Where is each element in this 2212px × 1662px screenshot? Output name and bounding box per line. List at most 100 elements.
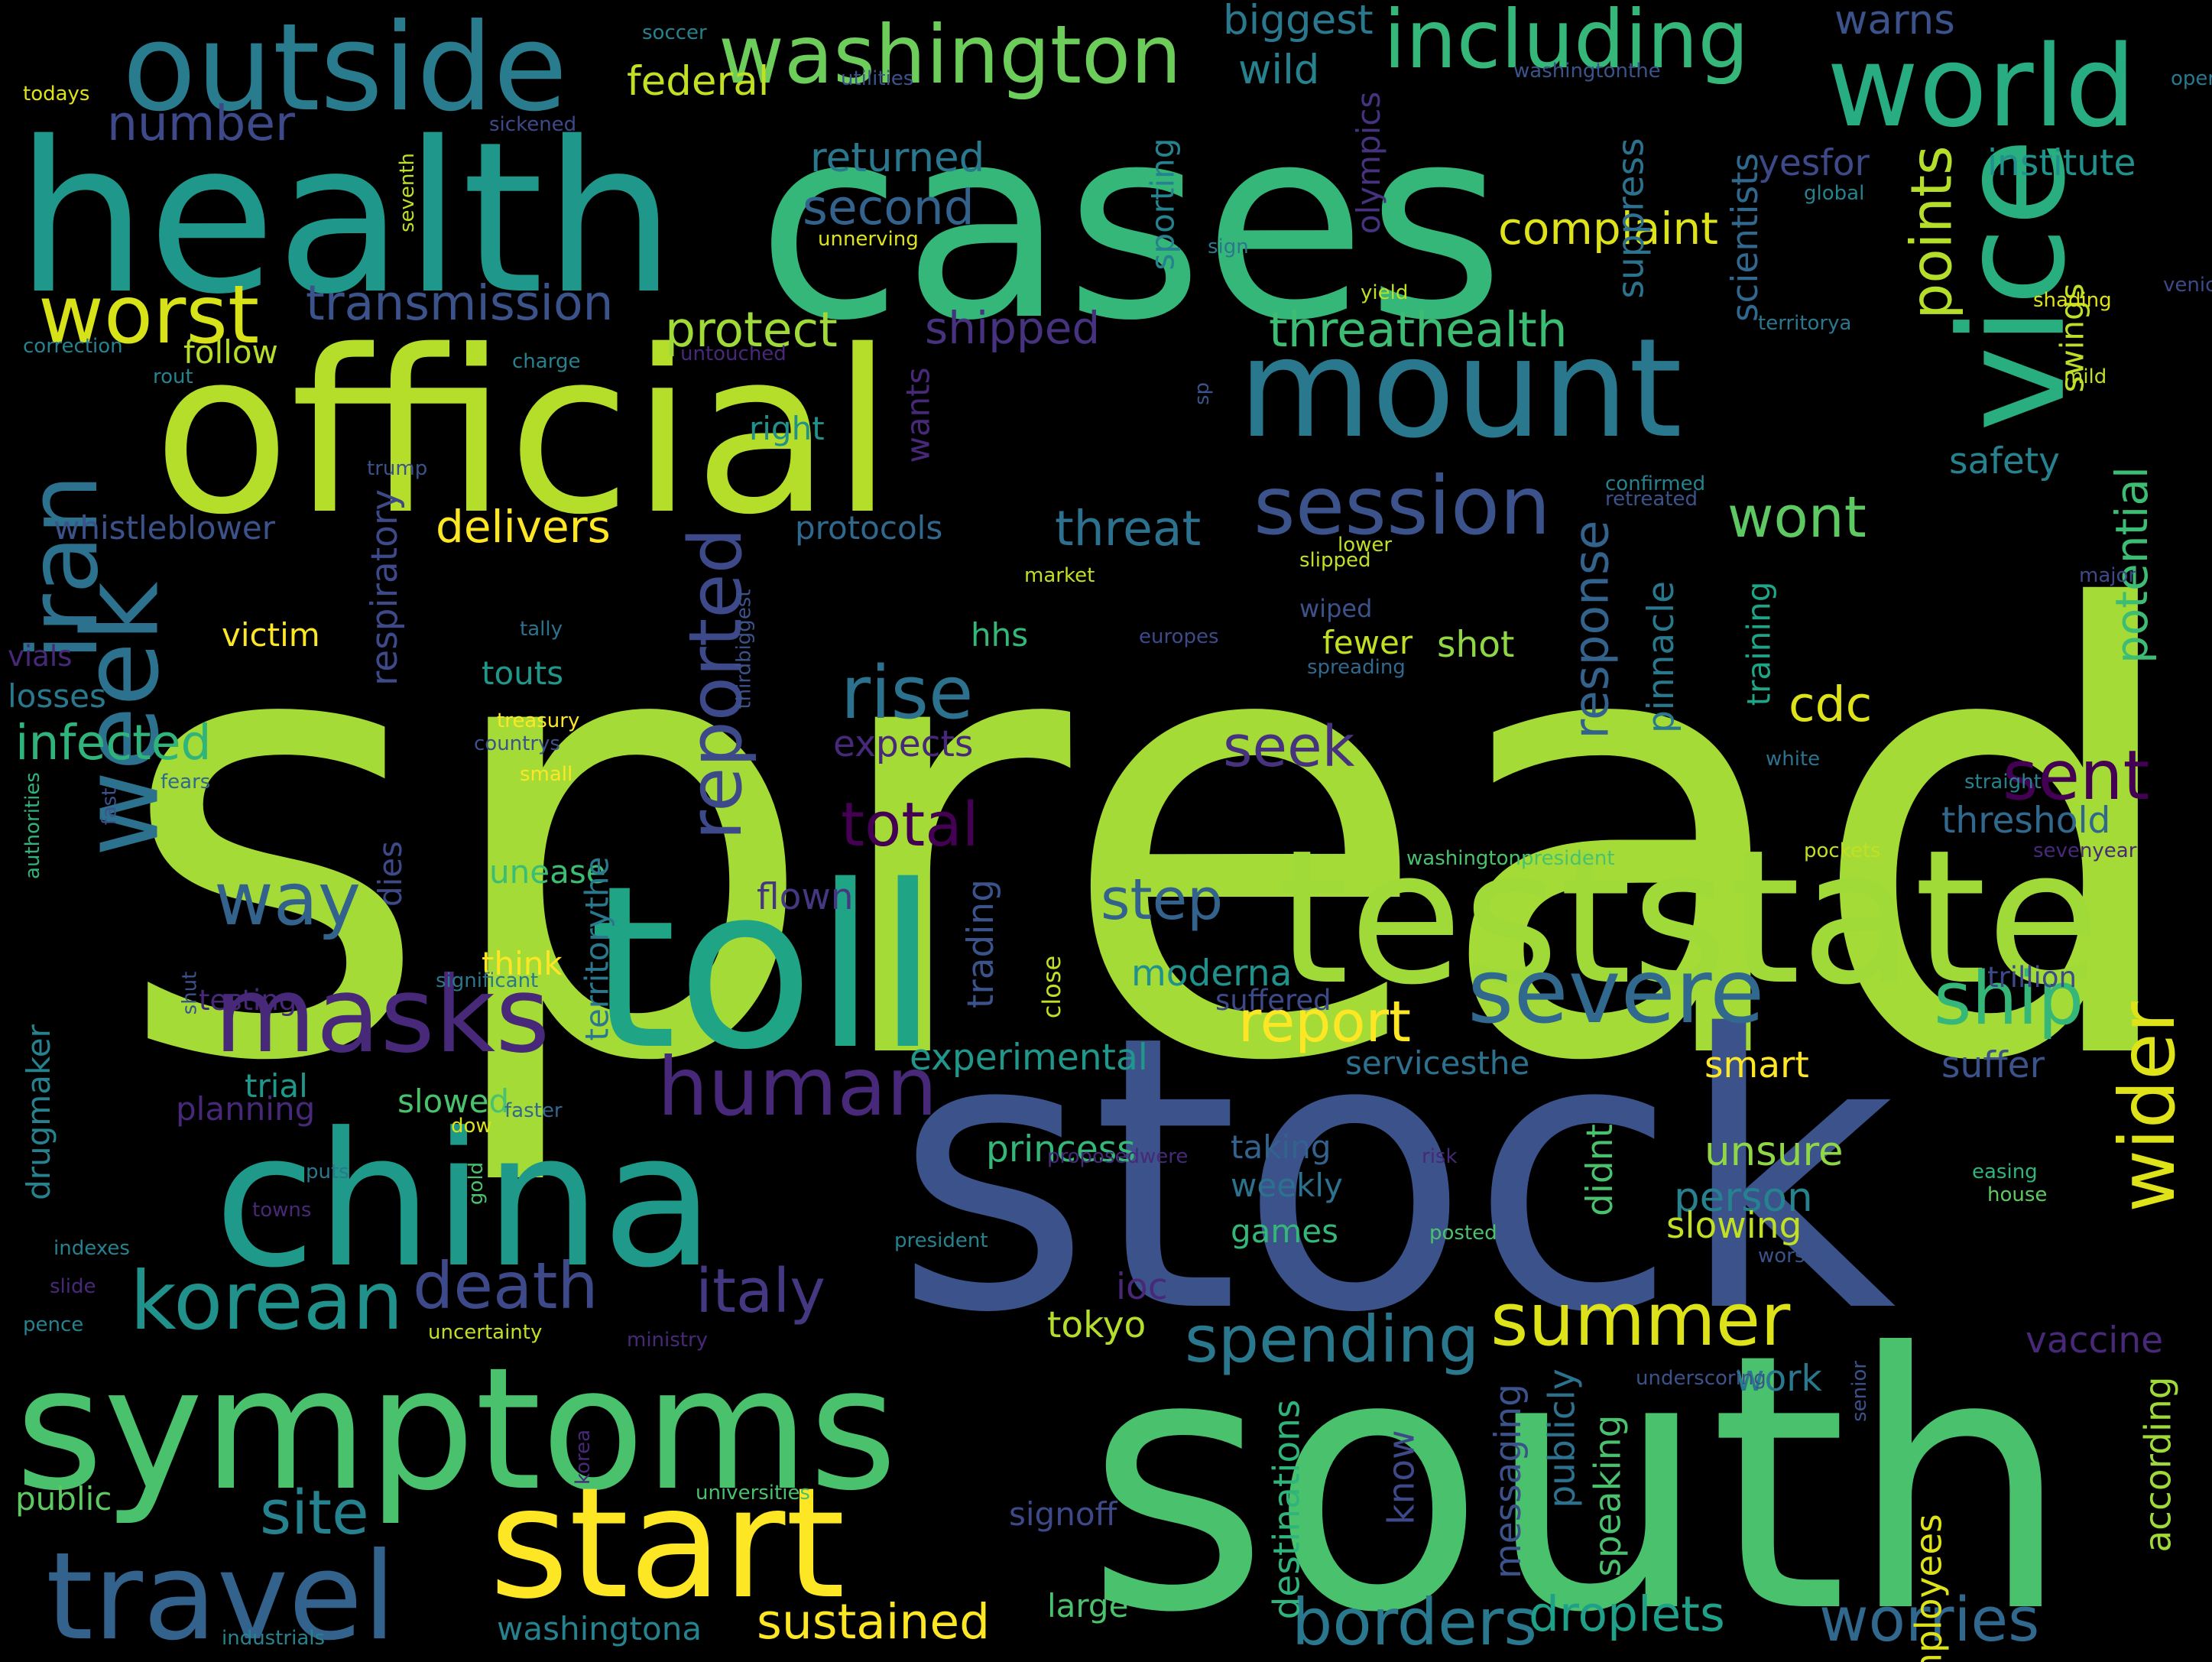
cloud-word: shipped — [925, 302, 1101, 354]
cloud-word: industrials — [222, 1627, 326, 1650]
cloud-word: step — [1101, 867, 1224, 933]
cloud-word: suffer — [1941, 1044, 2045, 1086]
cloud-word: yesfor — [1758, 142, 1870, 184]
cloud-word: wider — [2102, 1001, 2192, 1212]
cloud-word: masks — [214, 955, 550, 1076]
cloud-word: pence — [23, 1313, 84, 1336]
cloud-word: fast — [97, 787, 121, 825]
cloud-word: white — [1766, 748, 1821, 771]
cloud-word: didnt — [1578, 1124, 1621, 1216]
cloud-word: lower — [1338, 534, 1393, 557]
cloud-word: sickened — [489, 113, 577, 136]
cloud-word: transmission — [306, 275, 614, 331]
cloud-word: south — [1085, 1278, 2072, 1662]
cloud-word: retreated — [1605, 488, 1698, 511]
cloud-word: outside — [122, 0, 568, 138]
cloud-word: proposedwere — [1047, 1145, 1189, 1168]
cloud-word: testing — [199, 984, 297, 1017]
cloud-word: charge — [512, 350, 581, 373]
cloud-word: pockets — [1804, 839, 1881, 862]
cloud-word: wants — [899, 366, 937, 463]
cloud-word: venice — [2163, 274, 2212, 297]
cloud-word: italy — [696, 1256, 826, 1326]
cloud-word: summer — [1490, 1278, 1791, 1362]
cloud-word: wiped — [1299, 594, 1373, 623]
cloud-word: olympics — [1350, 91, 1388, 235]
cloud-word: large — [1047, 1587, 1129, 1625]
cloud-word: treasury — [497, 709, 580, 732]
cloud-word: cdc — [1789, 677, 1873, 732]
cloud-word: servicesthe — [1345, 1044, 1530, 1082]
cloud-word: unsure — [1704, 1128, 1844, 1175]
cloud-word: institute — [1987, 142, 2136, 184]
cloud-word: ioc — [1116, 1266, 1168, 1308]
cloud-word: response — [1563, 519, 1620, 739]
cloud-word: underscoring — [1636, 1367, 1766, 1390]
cloud-word: session — [1254, 459, 1551, 553]
cloud-word: sent — [2003, 735, 2150, 815]
cloud-word: travel — [46, 1527, 397, 1662]
cloud-word: training — [1739, 581, 1777, 706]
cloud-word: princess — [986, 1128, 1136, 1170]
cloud-word: victim — [222, 616, 320, 654]
cloud-word: unease — [489, 853, 606, 891]
cloud-word: spread — [115, 485, 2194, 1195]
cloud-word: slowing — [1666, 1205, 1802, 1247]
cloud-word: dow — [451, 1115, 492, 1138]
cloud-word: delivers — [436, 501, 611, 553]
cloud-word: china — [214, 1093, 715, 1309]
cloud-word: sustained — [757, 1594, 991, 1650]
cloud-word: spreading — [1307, 656, 1406, 679]
cloud-word: slide — [50, 1275, 96, 1298]
cloud-word: moderna — [1131, 953, 1292, 995]
cloud-word: gold — [465, 1161, 488, 1206]
cloud-word: trillion — [1987, 961, 2077, 994]
cloud-word: spending — [1185, 1302, 1480, 1377]
cloud-word: territorya — [1758, 312, 1852, 335]
cloud-word: mount — [1238, 310, 1682, 469]
cloud-word: fewer — [1322, 624, 1413, 661]
cloud-word: tally — [520, 618, 563, 641]
cloud-word: significant — [436, 969, 539, 992]
cloud-word: worries — [1819, 1585, 2040, 1655]
cloud-word: losses — [8, 677, 106, 715]
cloud-word: games — [1231, 1212, 1339, 1250]
cloud-word: signoff — [1009, 1495, 1117, 1533]
cloud-word: house — [1987, 1183, 2048, 1206]
cloud-word: including — [1383, 0, 1750, 86]
cloud-word: drugmaker — [19, 1024, 57, 1200]
cloud-word: respiratory — [364, 489, 407, 687]
cloud-word: sp — [1191, 381, 1215, 406]
cloud-word: hhs — [971, 616, 1029, 654]
cloud-word: worsthit — [1758, 1245, 1839, 1268]
cloud-word: confirmed — [1605, 472, 1706, 495]
cloud-word: indexes — [54, 1237, 130, 1260]
cloud-word: europes — [1139, 625, 1219, 648]
cloud-word: toll — [589, 838, 939, 1099]
cloud-word: destinations — [1265, 1399, 1308, 1619]
cloud-word: second — [803, 180, 975, 235]
cloud-word: biggest — [1223, 0, 1374, 44]
cloud-word: slowed — [397, 1083, 510, 1120]
cloud-word: experimental — [910, 1037, 1148, 1079]
cloud-word: sevenyear — [2033, 839, 2137, 862]
cloud-word: report — [1238, 989, 1412, 1055]
cloud-word: pinnacle — [1640, 580, 1683, 734]
cloud-word: infected — [15, 715, 212, 771]
cloud-word: planning — [176, 1090, 316, 1128]
cloud-word: taking — [1231, 1128, 1331, 1166]
cloud-word: vaccine — [2026, 1320, 2164, 1362]
cloud-word: iran — [6, 474, 119, 661]
cloud-word: start — [489, 1455, 845, 1633]
cloud-word: suppress — [1610, 137, 1653, 299]
cloud-word: risk — [1422, 1145, 1458, 1168]
cloud-word: world — [1827, 21, 2136, 152]
cloud-word: seek — [1223, 714, 1355, 780]
cloud-word: seventh — [396, 152, 420, 233]
cloud-word: territorythe — [578, 856, 615, 1040]
cloud-word: thirdbiggest — [732, 588, 756, 709]
cloud-word: faster — [504, 1099, 563, 1122]
cloud-word: utilities — [841, 67, 914, 90]
cloud-word: touts — [482, 654, 564, 692]
